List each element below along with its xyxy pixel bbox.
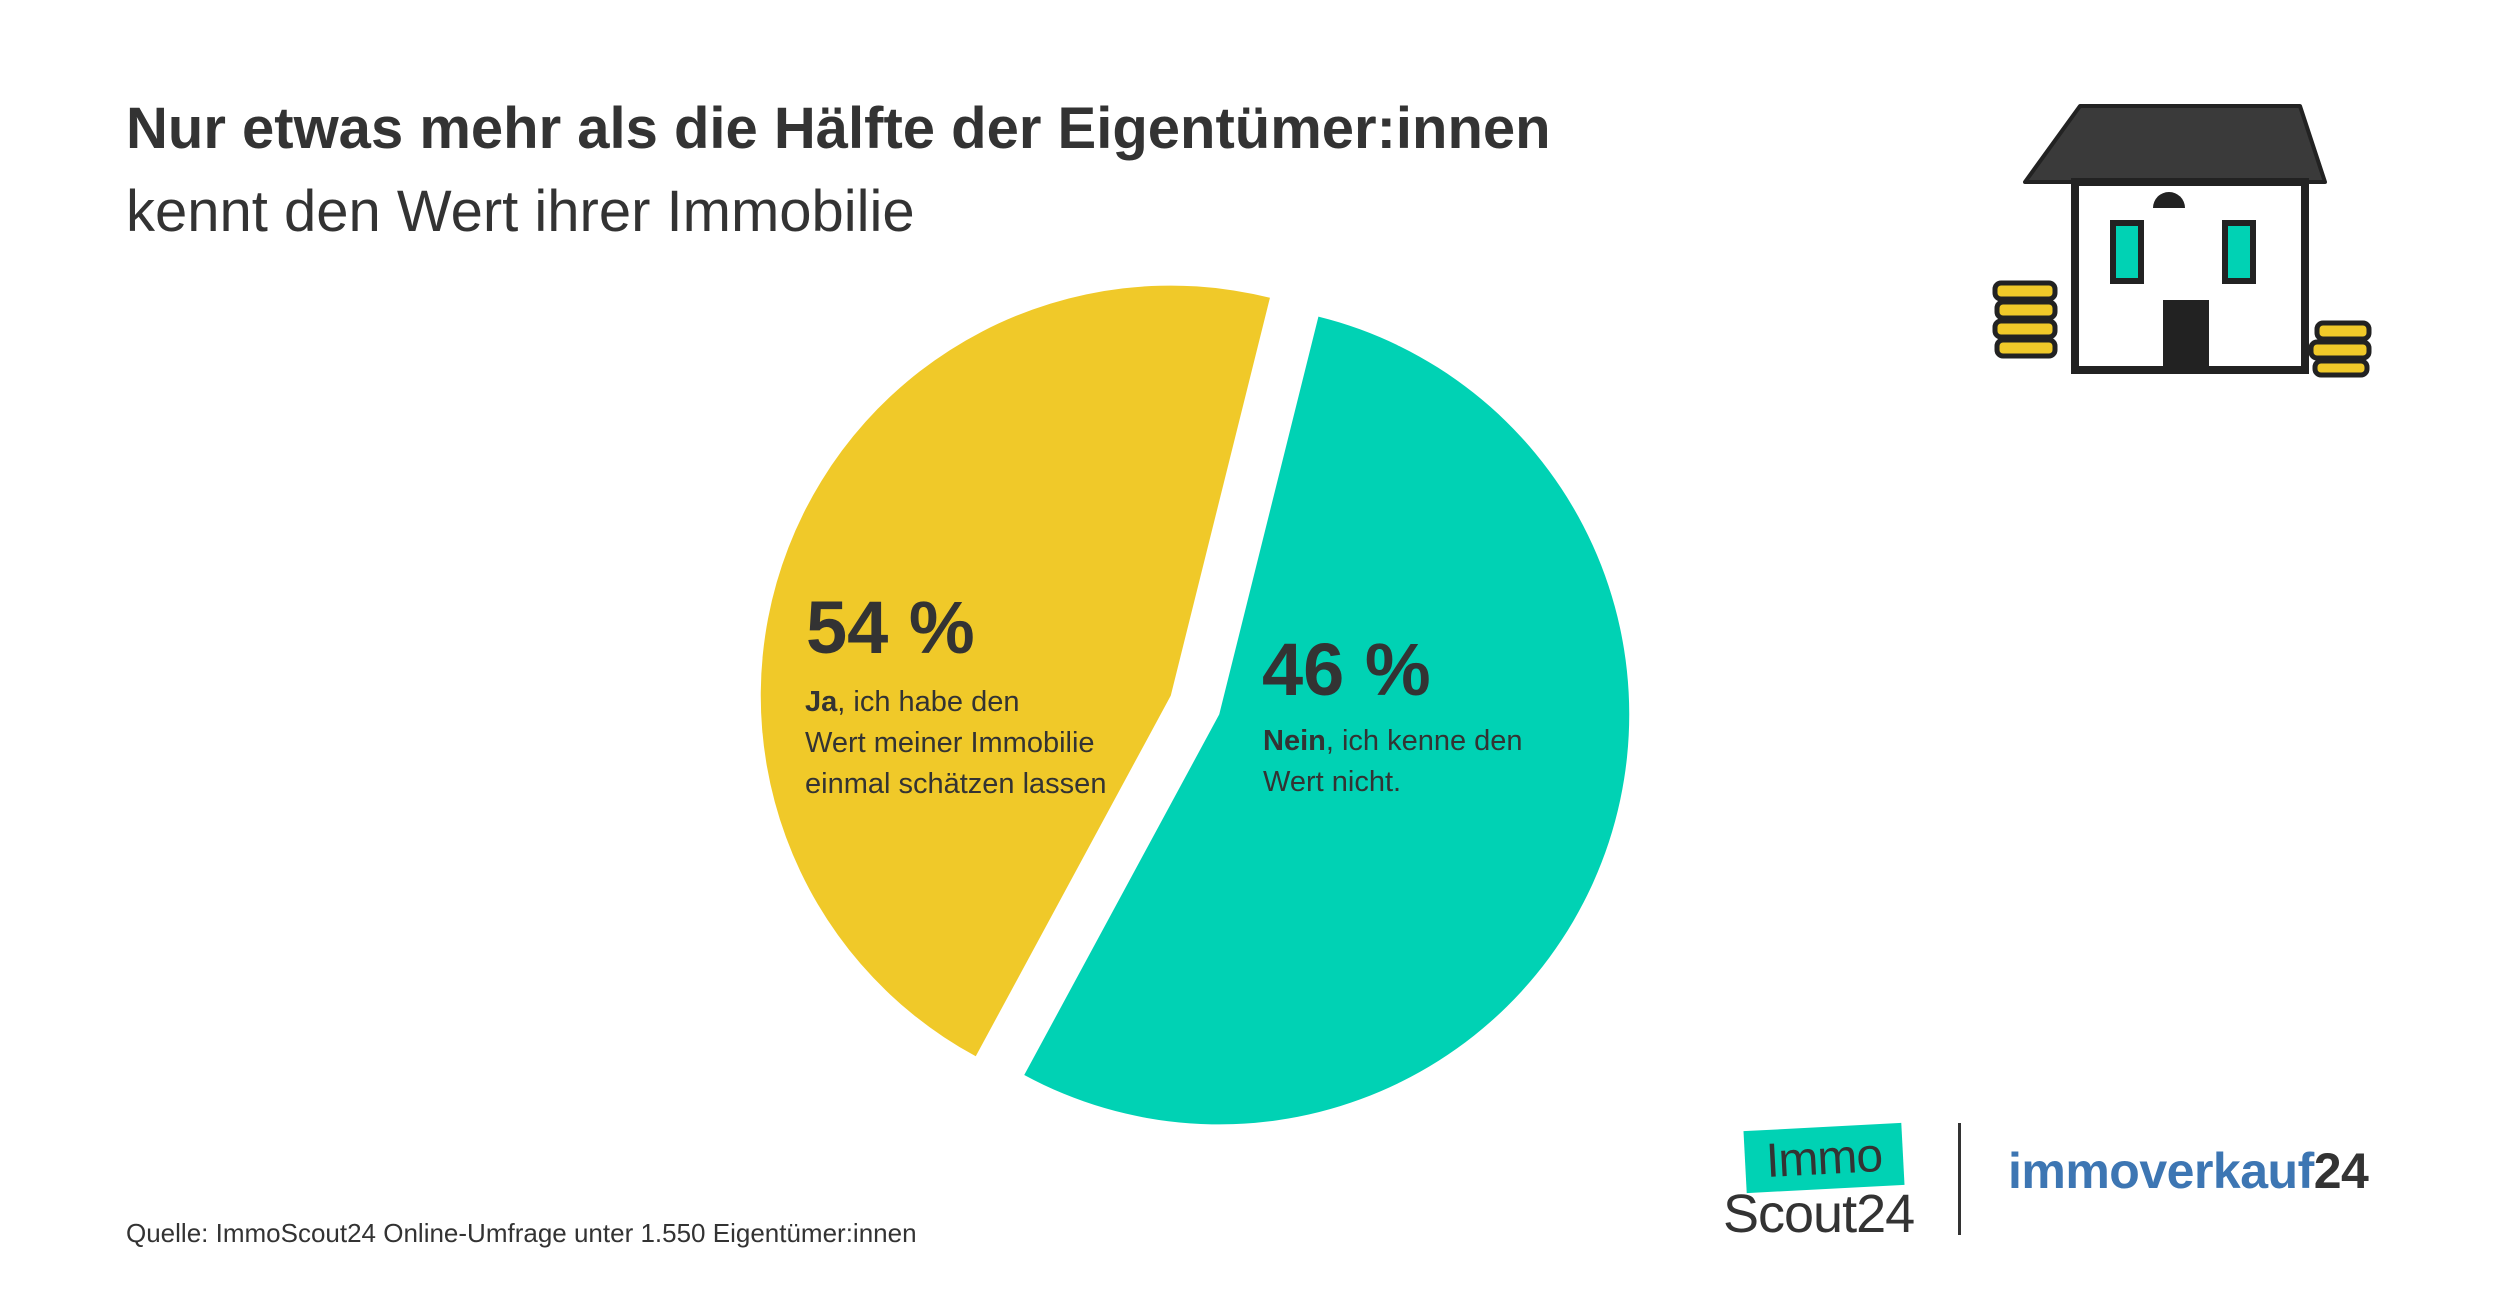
logo-divider bbox=[1958, 1123, 1961, 1235]
slice-nein-line-2: Wert nicht. bbox=[1263, 766, 1402, 798]
immoverkauf-wordmark: immoverkauf bbox=[2008, 1143, 2314, 1199]
slice-ja-description: Ja, ich habe den Wert meiner Immobilie e… bbox=[805, 682, 1106, 805]
slice-nein-bold: Nein bbox=[1263, 725, 1326, 757]
immoscout-wordmark: Scout24 bbox=[1723, 1184, 1915, 1244]
chart-title: Nur etwas mehr als die Hälfte der Eigent… bbox=[126, 96, 1551, 161]
source-note: Quelle: ImmoScout24 Online-Umfrage unter… bbox=[126, 1218, 917, 1248]
slice-ja-line-3: einmal schätzen lassen bbox=[805, 768, 1107, 800]
immoscout-badge-text: Immo bbox=[1764, 1128, 1884, 1188]
immoverkauf-logo: immoverkauf24 bbox=[2008, 1142, 2369, 1200]
pie-slice-nein bbox=[760, 285, 1270, 1057]
immoverkauf-number: 24 bbox=[2313, 1143, 2369, 1199]
slice-ja-line-1: , ich habe den bbox=[837, 686, 1020, 718]
chart-subtitle: kennt den Wert ihrer Immobilie bbox=[126, 179, 915, 244]
slice-nein-percent: 46 % bbox=[1262, 628, 1431, 711]
slice-ja-percent: 54 % bbox=[806, 586, 975, 669]
slice-nein-line-1: , ich kenne den bbox=[1325, 725, 1523, 757]
slice-nein-description: Nein, ich kenne den Wert nicht. bbox=[1263, 721, 1523, 803]
slice-ja-line-2: Wert meiner Immobilie bbox=[805, 727, 1095, 759]
pie-slice-ja bbox=[1024, 316, 1630, 1125]
house-with-coins-icon bbox=[1985, 98, 2405, 388]
slice-ja-bold: Ja bbox=[805, 686, 838, 718]
